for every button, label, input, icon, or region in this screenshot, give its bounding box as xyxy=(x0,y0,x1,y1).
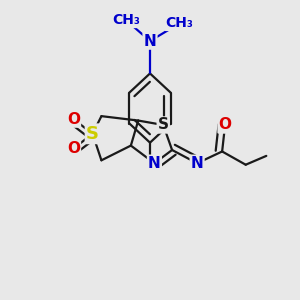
Text: N: N xyxy=(144,34,156,49)
Text: CH₃: CH₃ xyxy=(112,14,140,27)
Text: N: N xyxy=(148,156,161,171)
Text: N: N xyxy=(191,156,203,171)
Text: S: S xyxy=(86,125,99,143)
Text: O: O xyxy=(67,112,80,127)
Text: O: O xyxy=(67,141,80,156)
Text: S: S xyxy=(158,118,169,133)
Text: CH₃: CH₃ xyxy=(166,16,194,30)
Text: O: O xyxy=(219,118,232,133)
